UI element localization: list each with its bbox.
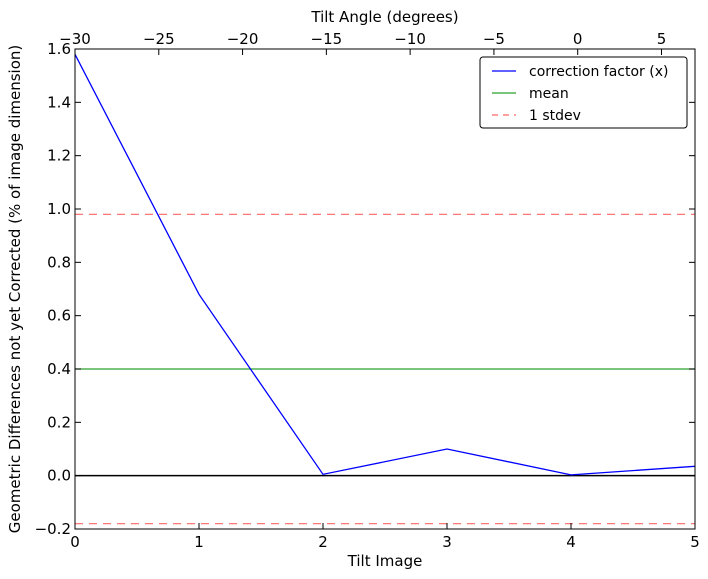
x-tick-label-2: 2 [318, 533, 328, 551]
plot-area: 0 1 2 3 4 5 −30 −25 −20 −15 −10 −5 0 5 −0.2 0.0 0.2 0.4 0.… [35, 30, 700, 551]
y-tick-label-6: 1.0 [47, 200, 71, 218]
legend-label-0: correction factor (x) [529, 64, 668, 80]
y-tick-label-8: 1.4 [47, 93, 71, 111]
top-tick-label-5: −5 [483, 30, 505, 48]
y-tick-label-3: 0.4 [47, 360, 71, 378]
top-tick-label-4: −10 [394, 30, 426, 48]
top-tick-label-7: 5 [657, 30, 667, 48]
x-tick-label-4: 4 [566, 533, 576, 551]
top-tick-label-3: −15 [311, 30, 343, 48]
top-tick-label-1: −25 [143, 30, 175, 48]
legend: correction factor (x) mean 1 stdev [479, 56, 688, 129]
y-tick-label-7: 1.2 [47, 147, 71, 165]
y-tick-label-0: −0.2 [35, 520, 71, 538]
x-tick-label-5: 5 [690, 533, 700, 551]
y-tick-label-1: 0.0 [47, 467, 71, 485]
legend-box [479, 56, 688, 129]
x-tick-label-3: 3 [442, 533, 452, 551]
top-tick-label-6: 0 [573, 30, 583, 48]
series-line-0 [74, 54, 696, 476]
x-tick-label-1: 1 [194, 533, 204, 551]
x-axis-title: Tilt Image [347, 552, 423, 570]
y-axis-title: Geometric Differences not yet Corrected … [6, 45, 24, 534]
top-tick-label-0: −30 [59, 30, 91, 48]
y-tick-label-5: 0.8 [47, 253, 71, 271]
top-tick-label-2: −20 [227, 30, 259, 48]
legend-label-1: mean [529, 86, 569, 102]
y-tick-label-9: 1.6 [47, 40, 71, 58]
plot-frame [74, 48, 696, 530]
y-tick-label-2: 0.2 [47, 413, 71, 431]
legend-label-2: 1 stdev [529, 108, 581, 124]
x-tick-label-0: 0 [70, 533, 80, 551]
y-tick-label-4: 0.6 [47, 307, 71, 325]
top-x-axis-title: Tilt Angle (degrees) [310, 8, 458, 26]
